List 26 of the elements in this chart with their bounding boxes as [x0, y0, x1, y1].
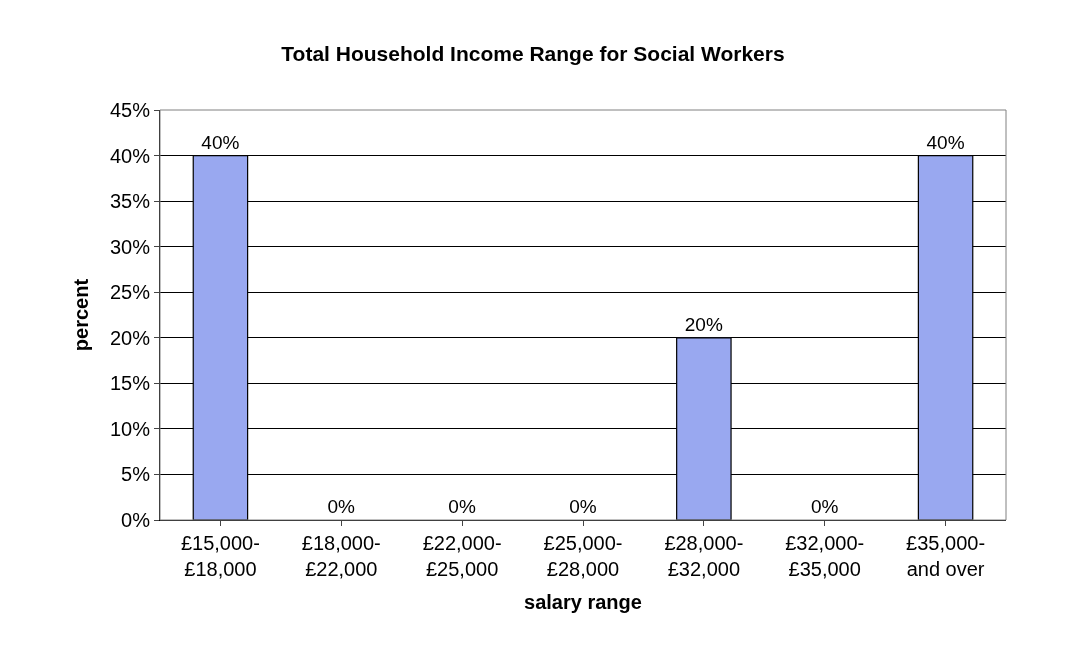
y-tick-label: 5% — [121, 463, 151, 486]
data-label: 0% — [448, 496, 476, 517]
x-axis-title: salary range — [524, 590, 642, 613]
x-tick-label: £18,000- £22,000 — [301, 532, 381, 580]
y-tick-label: 35% — [109, 190, 151, 213]
data-label: 20% — [684, 313, 723, 335]
y-tick-label: 25% — [109, 281, 151, 304]
y-axis-title: percent — [70, 278, 93, 352]
data-label: 0% — [327, 496, 356, 517]
x-tick-label: £35,000- and over — [906, 532, 986, 580]
data-label: 40% — [201, 131, 240, 153]
chart-title: Total Household Income Range for Social Workers — [281, 41, 785, 65]
y-tick-label: 30% — [109, 235, 151, 258]
y-tick-label: 15% — [109, 372, 151, 395]
data-label: 40% — [926, 131, 965, 153]
y-tick-label: 45% — [109, 99, 151, 121]
y-tick-label: 10% — [109, 417, 151, 440]
x-tick-label: £28,000- £32,000 — [664, 532, 744, 580]
x-tick-label: £32,000- £35,000 — [785, 532, 865, 580]
x-tick-label: £22,000- £25,000 — [422, 532, 502, 580]
data-label: 0% — [810, 496, 839, 517]
data-label: 0% — [569, 496, 597, 517]
y-tick-label: 40% — [109, 144, 151, 167]
y-tick-label: 0% — [121, 509, 151, 531]
y-tick-label: 20% — [109, 326, 151, 349]
x-tick-label: £15,000- £18,000 — [180, 532, 260, 580]
